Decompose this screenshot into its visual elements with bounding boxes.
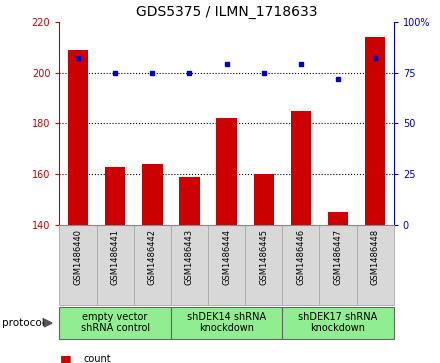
Bar — [216, 118, 237, 225]
Text: GSM1486441: GSM1486441 — [110, 229, 120, 285]
Bar — [105, 167, 125, 225]
Bar — [96, 225, 134, 305]
Text: ■: ■ — [59, 353, 71, 363]
Text: count: count — [84, 354, 111, 363]
Bar — [171, 307, 282, 339]
Bar — [245, 225, 282, 305]
Bar — [291, 111, 311, 225]
Bar — [134, 225, 171, 305]
Bar — [328, 212, 348, 225]
Text: GSM1486445: GSM1486445 — [259, 229, 268, 285]
Text: empty vector
shRNA control: empty vector shRNA control — [81, 311, 150, 333]
Text: GSM1486447: GSM1486447 — [334, 229, 343, 285]
Text: GSM1486443: GSM1486443 — [185, 229, 194, 285]
Bar — [282, 225, 319, 305]
Bar — [59, 307, 171, 339]
Bar — [282, 307, 394, 339]
Text: GSM1486440: GSM1486440 — [73, 229, 82, 285]
Bar — [68, 50, 88, 225]
Bar — [179, 177, 200, 225]
Text: GSM1486442: GSM1486442 — [148, 229, 157, 285]
Bar — [357, 225, 394, 305]
Bar — [365, 37, 385, 225]
Text: shDEK14 shRNA
knockdown: shDEK14 shRNA knockdown — [187, 311, 266, 333]
Text: GSM1486446: GSM1486446 — [297, 229, 305, 285]
Bar — [171, 225, 208, 305]
Text: GSM1486444: GSM1486444 — [222, 229, 231, 285]
Text: GSM1486448: GSM1486448 — [371, 229, 380, 285]
Bar — [59, 225, 96, 305]
Title: GDS5375 / ILMN_1718633: GDS5375 / ILMN_1718633 — [136, 5, 317, 19]
Bar — [253, 174, 274, 225]
Bar — [208, 225, 245, 305]
Text: protocol: protocol — [2, 318, 45, 328]
Text: shDEK17 shRNA
knockdown: shDEK17 shRNA knockdown — [298, 311, 378, 333]
Bar — [142, 164, 162, 225]
Bar — [319, 225, 357, 305]
